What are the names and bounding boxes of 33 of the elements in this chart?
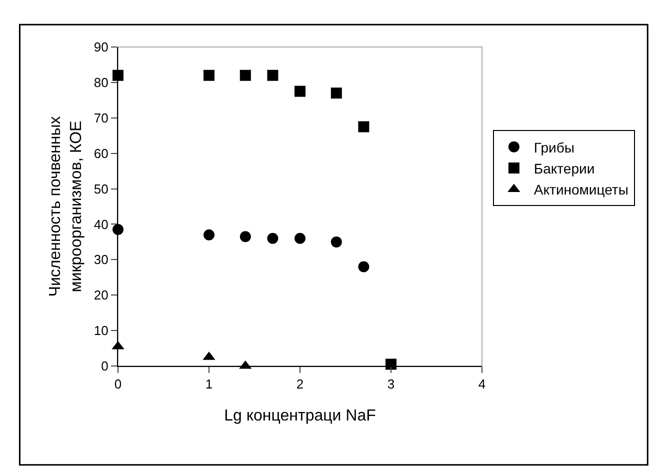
x-tick-label: 3 xyxy=(387,376,395,392)
point xyxy=(330,236,342,248)
y-tick-label: 60 xyxy=(94,146,108,161)
x-tick-label: 4 xyxy=(478,376,486,392)
y-tick-label: 90 xyxy=(94,40,108,55)
point xyxy=(358,121,370,132)
point xyxy=(204,229,214,240)
x-axis-title: Lg концентраци NaF xyxy=(224,407,376,424)
legend-label: Бактерии xyxy=(534,160,595,176)
point xyxy=(330,88,342,99)
y-tick-label: 50 xyxy=(94,181,108,196)
x-tick-label: 0 xyxy=(114,376,122,392)
point xyxy=(294,86,306,97)
point xyxy=(240,70,251,81)
point xyxy=(267,232,278,244)
y-tick-label: 30 xyxy=(94,252,108,268)
point xyxy=(112,70,124,81)
point xyxy=(204,70,214,81)
point xyxy=(240,231,251,242)
point xyxy=(294,232,306,244)
y-tick-label: 70 xyxy=(94,110,108,126)
y-tick-label: 0 xyxy=(101,358,108,374)
x-tick-label: 2 xyxy=(296,376,304,392)
point xyxy=(358,261,370,272)
y-tick-label: 10 xyxy=(94,323,108,338)
point xyxy=(267,70,278,81)
x-tick-label: 1 xyxy=(205,376,213,392)
y-tick-label: 20 xyxy=(94,288,108,303)
legend-label: Грибы xyxy=(534,139,574,156)
y-axis-title: Численность почвенных микроорганизмов, КОЕ xyxy=(47,116,85,297)
y-tick-label: 80 xyxy=(94,74,108,90)
y-tick-label: 40 xyxy=(94,216,108,232)
legend-label: Актиномицеты xyxy=(534,182,628,198)
